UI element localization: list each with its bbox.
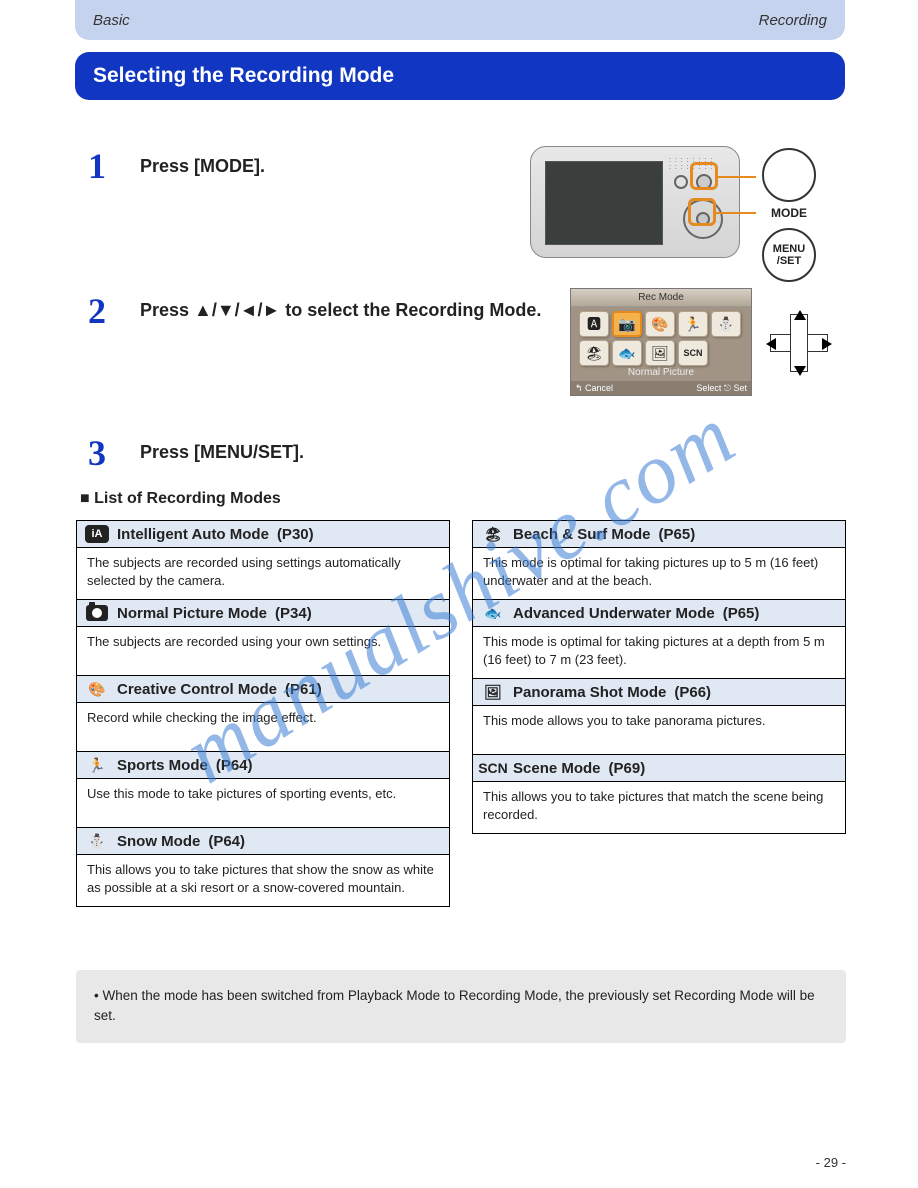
page-ref[interactable]: (P64) [208,833,245,850]
page-title-bar: Selecting the Recording Mode [75,52,845,100]
page-ref[interactable]: (P66) [674,684,711,701]
step-number-2: 2 [88,290,106,332]
mode-beach-surf: 🏖Beach & Surf Mode (P65) This mode is op… [472,520,846,600]
page-ref[interactable]: (P61) [285,681,322,698]
palette-icon: 🎨 [85,680,109,698]
mode-panorama: 🖼Panorama Shot Mode (P66) This mode allo… [472,679,846,755]
camera-icon [85,604,109,622]
recmode-icon-beach: 🏖 [579,340,609,366]
step-text-3: Press [MENU/SET]. [140,440,560,464]
dpad-icon [770,314,828,372]
recmode-preview: Rec Mode 🅰 📷 🎨 🏃 ⛄ 🏖 🐟 🖼 SCN Normal Pict… [570,288,835,398]
mode-intelligent-auto: iAIntelligent Auto Mode (P30) The subjec… [76,520,450,600]
camera-screen [545,161,663,245]
breadcrumb-left: Basic [93,12,130,29]
recmode-icon-ia: 🅰 [579,311,609,337]
beach-icon: 🏖 [481,525,505,543]
menuset-button-icon: MENU /SET [762,228,816,282]
recmode-iconset: 🅰 📷 🎨 🏃 ⛄ 🏖 🐟 🖼 SCN [579,311,741,366]
camera-illustration: : : : : : : : :: : : : : : : : MODE MENU… [530,140,840,270]
runner-icon: 🏃 [85,756,109,774]
callout-menuset [688,198,716,226]
page-ref[interactable]: (P30) [277,526,314,543]
recmode-title: Rec Mode [571,289,751,307]
recmode-cancel: ↰ Cancel [575,383,613,394]
step-number-1: 1 [88,145,106,187]
step-text-1: Press [MODE]. [140,154,520,178]
step-text-2: Press ▲/▼/◄/► to select the Recording Mo… [140,298,560,322]
recmode-icon-panorama: 🖼 [645,340,675,366]
recmode-icon-normal: 📷 [612,311,642,337]
mode-column-right: 🏖Beach & Surf Mode (P65) This mode is op… [472,520,846,907]
lead-line-1 [718,176,756,178]
recmode-selected-label: Normal Picture [571,367,751,381]
callout-mode [690,162,718,190]
page-title: Selecting the Recording Mode [93,64,394,88]
lead-line-2 [716,212,756,214]
page-ref[interactable]: (P65) [723,605,760,622]
recmode-footer: ↰ Cancel Select ⎋ Set [571,381,751,395]
top-banner: Basic Recording [75,0,845,40]
note-box: • When the mode has been switched from P… [76,970,846,1043]
scn-icon: SCN [481,759,505,777]
recmode-icon-sports: 🏃 [678,311,708,337]
mode-button-label: MODE [762,206,816,220]
page-ref[interactable]: (P34) [275,605,312,622]
recmode-icon-creative: 🎨 [645,311,675,337]
mode-column-left: iAIntelligent Auto Mode (P30) The subjec… [76,520,450,907]
mode-sports: 🏃Sports Mode (P64) Use this mode to take… [76,752,450,828]
breadcrumb-right: Recording [759,12,827,29]
panorama-icon: 🖼 [481,683,505,701]
recmode-screen: Rec Mode 🅰 📷 🎨 🏃 ⛄ 🏖 🐟 🖼 SCN Normal Pict… [570,288,752,396]
page-footer: - 29 - [76,1155,846,1170]
page-ref[interactable]: (P64) [216,757,253,774]
snowman-icon: ⛄ [85,832,109,850]
mode-button-icon [762,148,816,202]
recmode-icon-snow: ⛄ [711,311,741,337]
footer-page-number: - 29 - [816,1155,846,1170]
recmode-select: Select ⎋ Set [696,383,747,394]
ia-icon: iA [85,525,109,543]
page-ref[interactable]: (P65) [659,526,696,543]
page-ref[interactable]: (P69) [609,760,646,777]
mode-normal-picture: Normal Picture Mode (P34) The subjects a… [76,600,450,676]
mode-columns: iAIntelligent Auto Mode (P30) The subjec… [76,520,846,907]
camera-small-button-1 [674,175,688,189]
mode-scene: SCNScene Mode (P69) This allows you to t… [472,755,846,834]
mode-snow: ⛄Snow Mode (P64) This allows you to take… [76,828,450,907]
mode-list-heading: ■ List of Recording Modes [80,490,281,508]
recmode-icon-underwater: 🐟 [612,340,642,366]
mode-creative-control: 🎨Creative Control Mode (P61) Record whil… [76,676,450,752]
recmode-icon-scn: SCN [678,340,708,366]
step-number-3: 3 [88,432,106,474]
fish-icon: 🐟 [481,604,505,622]
mode-advanced-underwater: 🐟Advanced Underwater Mode (P65) This mod… [472,600,846,679]
